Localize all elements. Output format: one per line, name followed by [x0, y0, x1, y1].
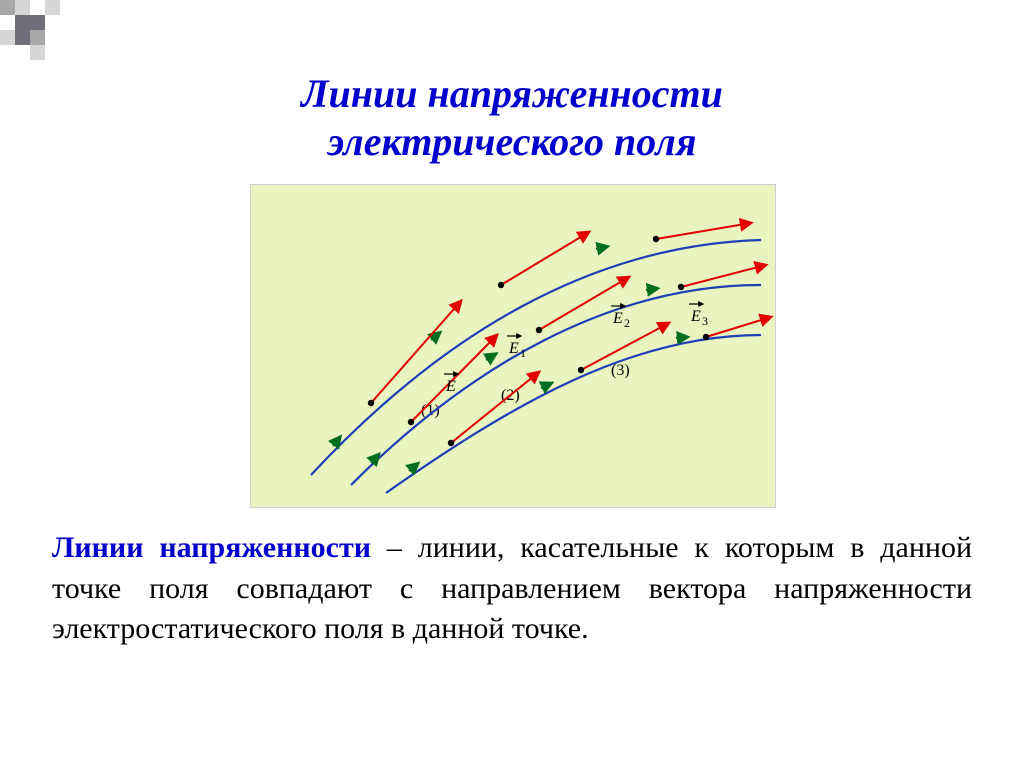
svg-text:E: E	[508, 340, 519, 357]
svg-text:E: E	[445, 378, 456, 395]
svg-text:(3): (3)	[611, 362, 630, 379]
slide-title: Линии напряженности электрического поля	[62, 70, 962, 166]
svg-text:E: E	[690, 308, 701, 325]
svg-text:2: 2	[624, 316, 630, 330]
svg-text:1: 1	[520, 346, 526, 360]
svg-text:3: 3	[702, 314, 708, 328]
definition-term: Линии напряженности	[52, 531, 371, 564]
diagram-container: (1)(2)(3)EE1E2E3	[250, 184, 774, 508]
svg-text:E: E	[612, 310, 623, 327]
definition-text: Линии напряженности – линии, касательные…	[52, 528, 972, 650]
field-lines-diagram: (1)(2)(3)EE1E2E3	[250, 184, 776, 508]
title-line-1: Линии напряженности	[301, 71, 723, 116]
corner-decoration	[0, 0, 80, 80]
svg-text:(1): (1)	[421, 402, 440, 419]
definition-dash: –	[371, 531, 418, 564]
title-line-2: электрического поля	[328, 119, 697, 164]
